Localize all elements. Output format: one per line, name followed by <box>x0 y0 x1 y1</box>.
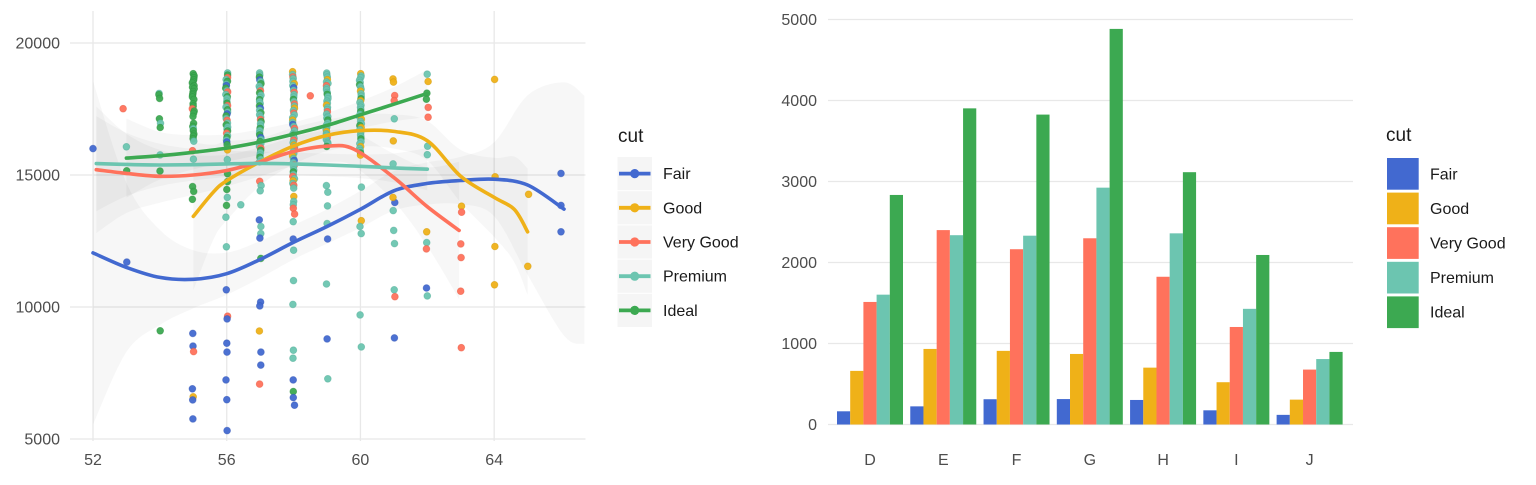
svg-text:Fair: Fair <box>663 166 691 183</box>
svg-text:cut: cut <box>618 126 644 147</box>
svg-text:G: G <box>1084 452 1096 469</box>
svg-text:F: F <box>1012 452 1022 469</box>
svg-text:D: D <box>864 452 876 469</box>
svg-text:3000: 3000 <box>781 174 817 191</box>
svg-text:60: 60 <box>352 452 370 469</box>
svg-text:Good: Good <box>663 200 702 217</box>
svg-text:2000: 2000 <box>781 255 817 272</box>
svg-text:1000: 1000 <box>781 336 817 353</box>
svg-text:5000: 5000 <box>24 432 60 449</box>
svg-text:56: 56 <box>218 452 236 469</box>
svg-text:J: J <box>1306 452 1314 469</box>
svg-text:Ideal: Ideal <box>663 303 698 320</box>
svg-text:52: 52 <box>84 452 102 469</box>
svg-text:0: 0 <box>808 417 817 434</box>
svg-text:10000: 10000 <box>16 300 61 317</box>
svg-text:Fair: Fair <box>1430 166 1458 183</box>
svg-text:Premium: Premium <box>1430 270 1494 287</box>
svg-text:E: E <box>938 452 949 469</box>
svg-text:15000: 15000 <box>16 168 61 185</box>
svg-text:20000: 20000 <box>16 36 61 53</box>
svg-text:Good: Good <box>1430 201 1469 218</box>
svg-text:64: 64 <box>485 452 503 469</box>
svg-text:5000: 5000 <box>781 12 817 29</box>
svg-text:Premium: Premium <box>663 269 727 286</box>
svg-text:Very Good: Very Good <box>1430 236 1506 253</box>
svg-text:Ideal: Ideal <box>1430 305 1465 322</box>
svg-text:cut: cut <box>1386 125 1412 146</box>
svg-text:I: I <box>1234 452 1238 469</box>
svg-text:H: H <box>1157 452 1169 469</box>
svg-text:4000: 4000 <box>781 93 817 110</box>
svg-text:Very Good: Very Good <box>663 235 739 252</box>
